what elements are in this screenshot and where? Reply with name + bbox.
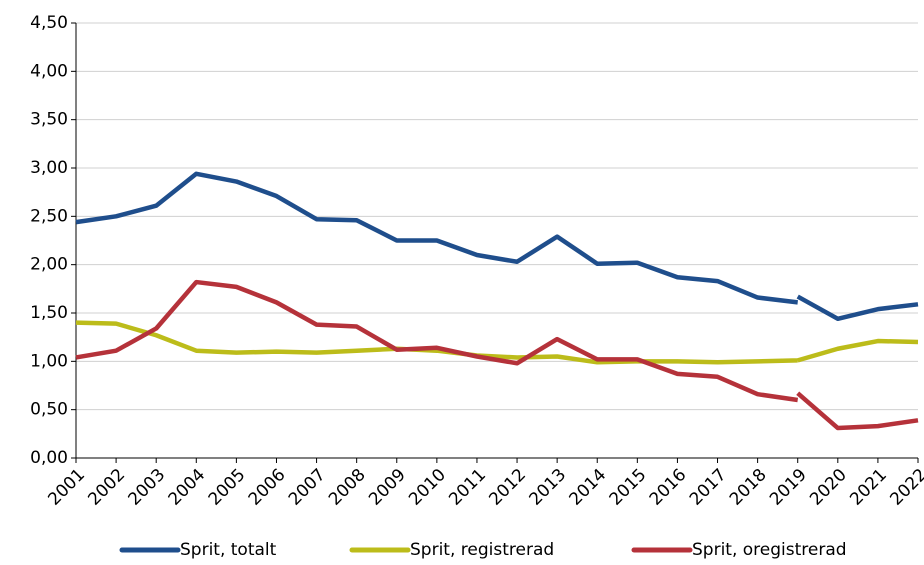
- y-tick-label: 2,50: [30, 206, 68, 226]
- legend-label: Sprit, registrerad: [410, 540, 554, 560]
- y-tick-label: 3,00: [30, 158, 68, 178]
- y-tick-label: 0,50: [30, 400, 68, 420]
- x-tick-label: 2017: [686, 465, 731, 510]
- x-tick-label: 2007: [285, 465, 330, 510]
- y-tick-label: 3,50: [30, 110, 68, 130]
- y-tick-label: 4,00: [30, 61, 68, 81]
- y-tick-label: 2,00: [30, 255, 68, 275]
- x-tick-label: 2003: [125, 465, 170, 510]
- series-line: [75, 320, 919, 365]
- legend-label: Sprit, oregistrerad: [692, 540, 847, 560]
- x-tick-label: 2009: [365, 465, 410, 510]
- x-tick-label: 2010: [405, 465, 450, 510]
- x-tick-label: 2022: [886, 465, 924, 510]
- x-tick-label: 2011: [445, 465, 490, 510]
- x-tick-label: 2016: [646, 465, 691, 510]
- y-tick-label: 4,50: [30, 13, 68, 33]
- x-tick-label: 2004: [165, 465, 210, 510]
- x-tick-label: 2001: [44, 465, 89, 510]
- series-line: [75, 279, 919, 431]
- x-tick-label: 2012: [485, 465, 530, 510]
- x-tick-label: 2002: [84, 465, 129, 510]
- x-tick-label: 2014: [566, 465, 611, 510]
- x-tick-label: 2020: [806, 465, 851, 510]
- y-tick-label: 0,00: [30, 448, 68, 468]
- series-line: [75, 171, 919, 322]
- x-tick-label: 2015: [606, 465, 651, 510]
- x-tick-label: 2021: [846, 465, 891, 510]
- x-tick-label: 2018: [726, 465, 771, 510]
- legend-label: Sprit, totalt: [180, 540, 277, 560]
- x-tick-label: 2006: [245, 465, 290, 510]
- x-tick-label: 2005: [205, 465, 250, 510]
- y-tick-label: 1,50: [30, 303, 68, 323]
- x-tick-label: 2008: [325, 465, 370, 510]
- y-tick-label: 1,00: [30, 351, 68, 371]
- x-tick-label: 2013: [525, 465, 570, 510]
- x-tick-label: 2019: [766, 465, 811, 510]
